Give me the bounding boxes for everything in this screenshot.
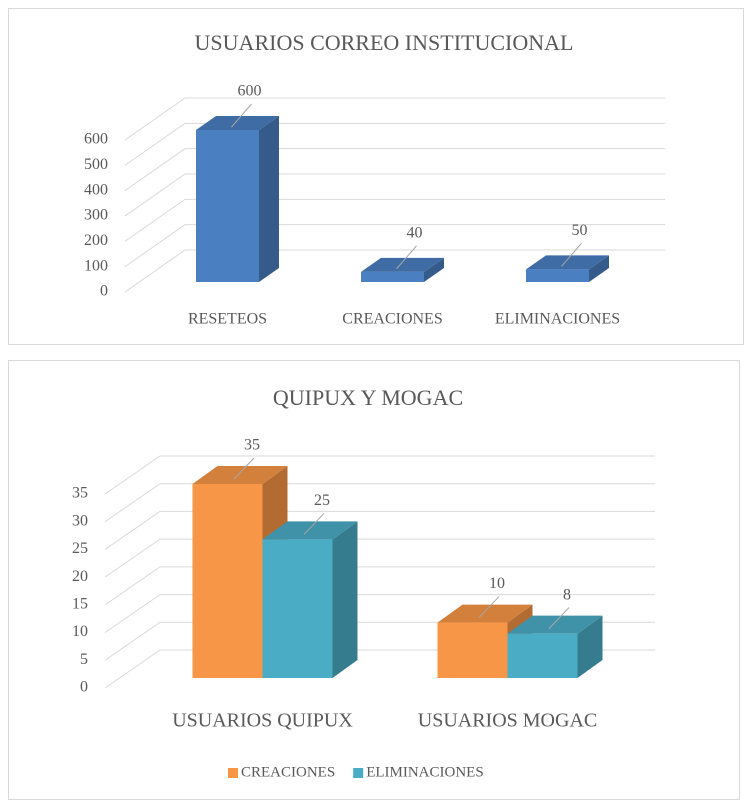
chart-frame xyxy=(8,8,744,345)
grid-line xyxy=(124,173,665,217)
leader-line xyxy=(548,607,570,630)
leader-line xyxy=(478,596,500,618)
x-tick-label: USUARIOS MOGAC xyxy=(418,710,597,732)
y-tick-label: 400 xyxy=(84,181,108,198)
bar xyxy=(361,271,424,282)
bar-top xyxy=(262,521,358,540)
x-tick-label: USUARIOS QUIPUX xyxy=(172,710,353,732)
data-label: 50 xyxy=(572,222,588,239)
legend-swatch xyxy=(353,768,364,778)
y-tick-label: 500 xyxy=(84,156,108,173)
x-tick-label: CREACIONES xyxy=(342,311,442,328)
bar-top xyxy=(196,116,279,130)
bar xyxy=(262,539,333,678)
grid-line xyxy=(124,224,665,268)
chart-title: QUIPUX Y MOGAC xyxy=(273,385,463,410)
leader-line xyxy=(396,245,417,270)
leader-line xyxy=(303,513,325,535)
grid-line xyxy=(124,198,665,242)
bar-side xyxy=(259,116,279,282)
y-tick-label: 0 xyxy=(80,679,88,696)
grid-line xyxy=(104,483,655,523)
y-tick-label: 100 xyxy=(84,257,108,274)
legend-swatch xyxy=(228,768,238,778)
bar-side xyxy=(577,615,603,678)
grid-line xyxy=(104,455,655,495)
bar xyxy=(507,633,578,678)
bar xyxy=(196,130,259,282)
y-tick-label: 600 xyxy=(84,131,108,148)
bar-top xyxy=(507,615,603,634)
data-label: 40 xyxy=(407,225,423,242)
bar-side xyxy=(589,255,609,282)
bar xyxy=(437,622,508,678)
data-label: 35 xyxy=(244,437,260,454)
bar-top xyxy=(192,466,288,484)
bar-side xyxy=(424,257,444,282)
grid-line xyxy=(124,249,665,293)
grid-line xyxy=(104,510,655,550)
bar-side xyxy=(332,521,358,678)
x-tick-label: ELIMINACIONES xyxy=(495,311,620,328)
bar xyxy=(526,269,589,282)
data-label: 600 xyxy=(238,83,262,100)
x-tick-label: RESETEOS xyxy=(188,311,267,328)
y-tick-label: 15 xyxy=(72,596,88,613)
y-tick-label: 30 xyxy=(72,512,88,529)
leader-line xyxy=(233,457,255,480)
y-tick-label: 300 xyxy=(84,207,108,224)
y-tick-label: 5 xyxy=(80,651,88,668)
legend-label: ELIMINACIONES xyxy=(366,764,484,780)
chart-title: USUARIOS CORREO INSTITUCIONAL xyxy=(195,30,574,55)
leader-line xyxy=(231,103,252,128)
data-label: 10 xyxy=(489,575,505,592)
bar xyxy=(192,484,263,678)
bar-top xyxy=(361,257,444,272)
legend-label: CREACIONES xyxy=(241,764,335,780)
grid-line xyxy=(104,594,655,633)
y-tick-label: 10 xyxy=(72,623,88,640)
y-tick-label: 20 xyxy=(72,568,88,585)
y-tick-label: 25 xyxy=(72,540,88,557)
data-label: 25 xyxy=(314,492,330,509)
leader-line xyxy=(561,243,582,267)
bar-top xyxy=(526,255,609,270)
grid-line xyxy=(124,122,665,166)
chart-frame xyxy=(8,360,740,800)
y-tick-label: 35 xyxy=(72,485,88,502)
y-tick-label: 200 xyxy=(84,232,108,249)
grid-line xyxy=(124,148,665,192)
bar-top xyxy=(437,604,533,623)
data-label: 8 xyxy=(563,586,571,603)
grid-line xyxy=(104,538,655,578)
grid-line xyxy=(124,97,665,141)
y-tick-label: 0 xyxy=(100,283,108,300)
grid-line xyxy=(104,566,655,606)
